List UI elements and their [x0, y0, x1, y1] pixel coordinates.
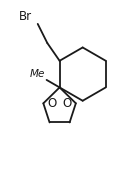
- Text: Me: Me: [30, 69, 45, 79]
- Text: O: O: [47, 97, 57, 110]
- Text: Br: Br: [19, 10, 32, 23]
- Text: O: O: [63, 97, 72, 110]
